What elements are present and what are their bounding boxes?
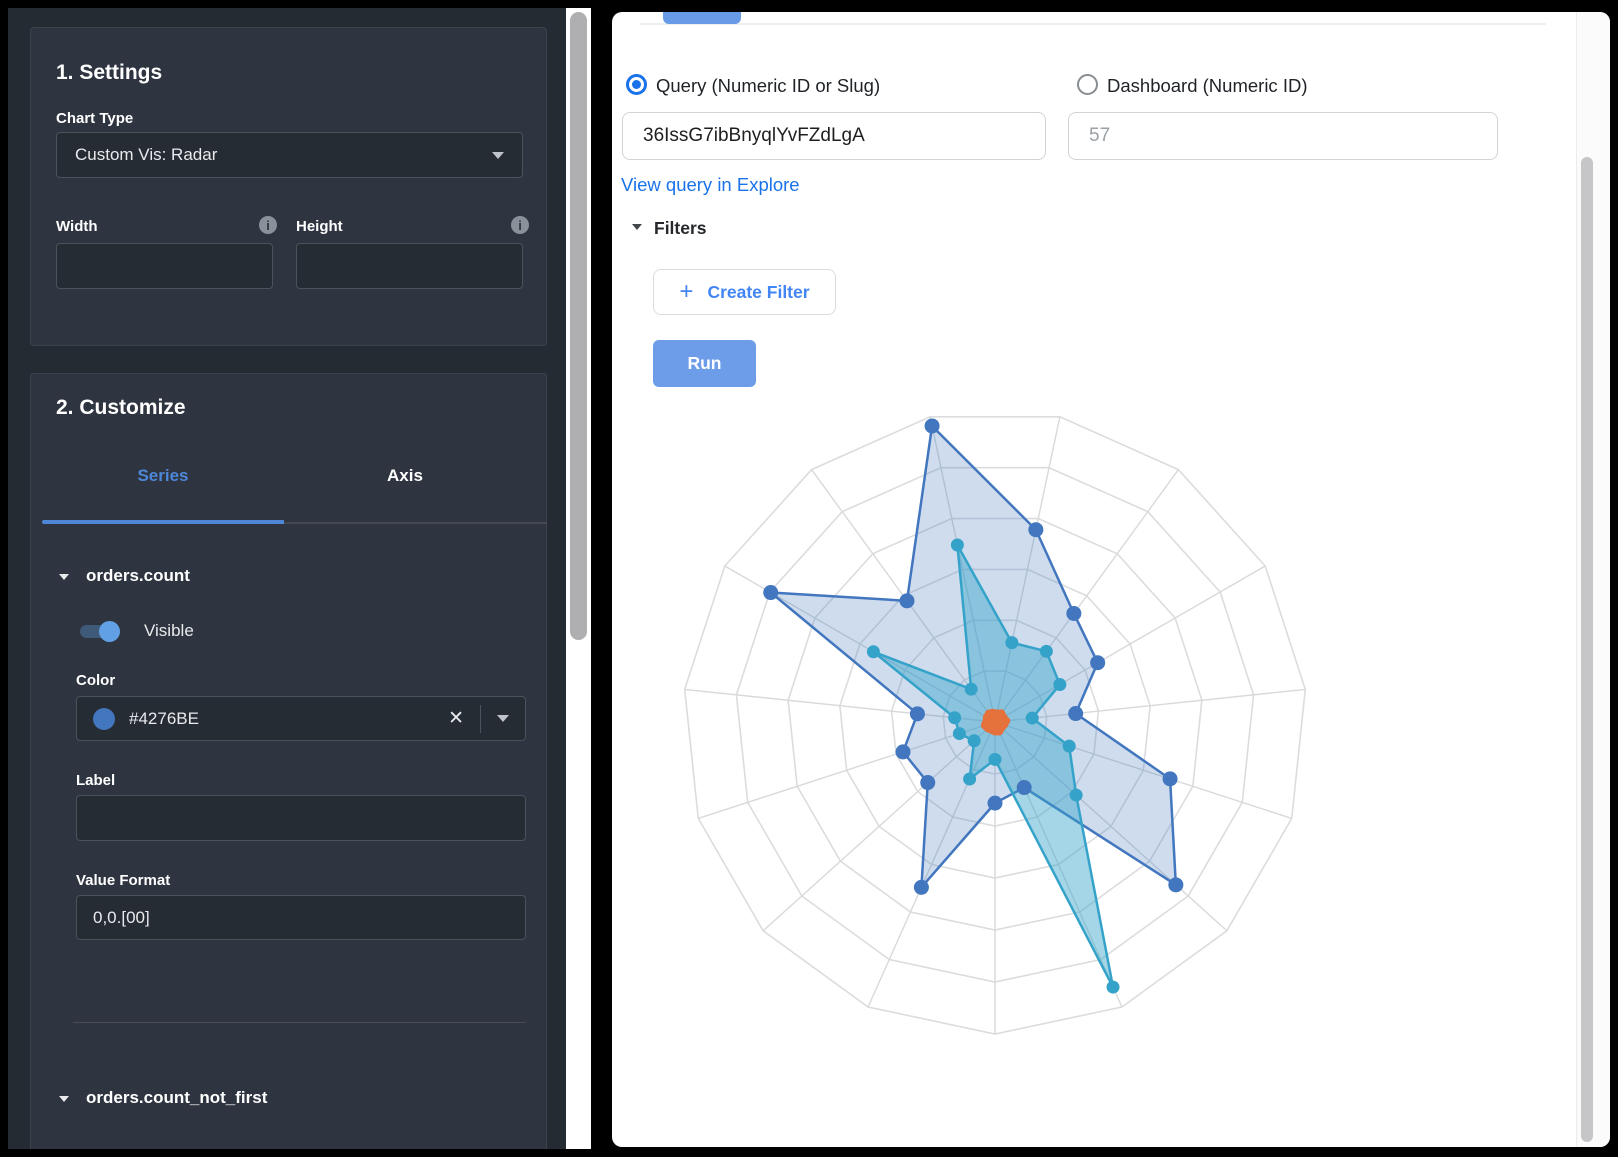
tab-axis[interactable]: Axis xyxy=(387,466,423,485)
radar-series-orders.count_not_first xyxy=(872,543,1115,989)
plus-icon: + xyxy=(679,278,694,305)
height-input[interactable] xyxy=(296,243,523,289)
chart-type-label: Chart Type xyxy=(56,110,134,127)
sidebar-scrollbar-thumb[interactable] xyxy=(570,12,587,640)
info-icon[interactable]: i xyxy=(511,216,529,234)
radar-point xyxy=(952,727,966,741)
series-section-title: orders.count_not_first xyxy=(86,1088,268,1107)
radar-point xyxy=(924,418,940,434)
radio-dot-icon xyxy=(632,80,641,89)
radar-point xyxy=(1066,605,1082,621)
radar-point xyxy=(950,538,964,552)
radar-point xyxy=(963,772,977,786)
visible-label: Visible xyxy=(144,621,194,640)
sidebar: 1. Settings Chart Type Custom Vis: Radar… xyxy=(8,8,566,1149)
radar-point xyxy=(1069,788,1083,802)
tab-underline-rest xyxy=(284,522,547,524)
color-value: #4276BE xyxy=(129,708,199,728)
label-input[interactable] xyxy=(76,795,526,841)
chart-type-select[interactable]: Custom Vis: Radar xyxy=(56,132,523,178)
radar-point xyxy=(895,744,911,760)
radar-point xyxy=(987,795,1003,811)
color-picker-field[interactable]: #4276BE ✕ xyxy=(76,696,526,741)
radar-point xyxy=(1168,877,1184,893)
radar-point xyxy=(967,734,981,748)
radar-point xyxy=(984,709,993,718)
run-button[interactable]: Run xyxy=(653,340,756,387)
tab-series[interactable]: Series xyxy=(137,466,189,485)
width-input[interactable] xyxy=(56,243,273,289)
radar-point xyxy=(988,752,1002,766)
clear-color-icon[interactable]: ✕ xyxy=(448,708,464,729)
filters-caret-icon[interactable] xyxy=(632,224,642,230)
radar-point xyxy=(1053,678,1067,692)
visible-toggle-knob[interactable] xyxy=(99,621,120,642)
chart-type-value: Custom Vis: Radar xyxy=(75,145,218,164)
chevron-down-icon[interactable] xyxy=(497,715,509,722)
radar-point xyxy=(1016,780,1032,796)
create-filter-label: Create Filter xyxy=(707,281,810,302)
tab-bar-divider xyxy=(640,23,1546,25)
series-section-title: orders.count xyxy=(86,566,190,585)
view-query-explore-link[interactable]: View query in Explore xyxy=(621,174,800,195)
customize-card: 2. Customize Series Axis orders.count Vi… xyxy=(30,373,547,1149)
section-divider xyxy=(73,1022,526,1023)
radar-point xyxy=(1062,739,1076,753)
field-divider xyxy=(480,704,481,733)
height-label: Height xyxy=(296,218,343,235)
width-label: Width xyxy=(56,218,98,235)
radar-point xyxy=(1162,771,1178,787)
label-label: Label xyxy=(76,772,116,789)
query-radio-label: Query (Numeric ID or Slug) xyxy=(656,75,881,96)
radar-point xyxy=(920,775,936,791)
radar-point xyxy=(763,585,779,601)
radar-series-orders.count xyxy=(769,424,1178,889)
radar-point xyxy=(866,645,880,659)
radar-point xyxy=(1068,706,1084,722)
info-icon[interactable]: i xyxy=(259,216,277,234)
active-tab-indicator[interactable] xyxy=(663,12,741,24)
chevron-down-icon xyxy=(492,151,504,159)
main-panel: Query (Numeric ID or Slug) Dashboard (Nu… xyxy=(612,12,1610,1147)
active-tab-underline xyxy=(42,520,284,524)
radar-point xyxy=(1025,711,1039,725)
main-scrollbar-thumb[interactable] xyxy=(1581,157,1593,1142)
create-filter-button[interactable]: + Create Filter xyxy=(653,269,836,315)
radar-point xyxy=(1028,522,1044,538)
settings-card: 1. Settings Chart Type Custom Vis: Radar… xyxy=(30,27,547,346)
radar-point xyxy=(913,879,929,895)
collapse-caret-icon[interactable] xyxy=(59,574,69,580)
filters-label: Filters xyxy=(654,218,707,238)
radar-point xyxy=(899,593,915,609)
dashboard-radio-label: Dashboard (Numeric ID) xyxy=(1107,75,1308,96)
settings-title: 1. Settings xyxy=(56,61,163,84)
radar-point xyxy=(1090,655,1106,671)
radar-point xyxy=(948,711,962,725)
dashboard-radio[interactable] xyxy=(1077,74,1098,95)
color-label: Color xyxy=(76,672,116,689)
value-format-input[interactable] xyxy=(76,895,526,940)
collapse-caret-icon[interactable] xyxy=(59,1096,69,1102)
radar-chart xyxy=(683,416,1307,1035)
customize-title: 2. Customize xyxy=(56,396,186,419)
radar-point xyxy=(1039,644,1053,658)
radar-point xyxy=(909,706,925,722)
radar-point xyxy=(1106,980,1120,994)
radar-point xyxy=(964,682,978,696)
radar-point xyxy=(1005,636,1019,650)
query-id-input[interactable] xyxy=(622,112,1046,160)
query-radio[interactable] xyxy=(626,74,647,95)
color-swatch-icon xyxy=(93,707,115,730)
value-format-label: Value Format xyxy=(76,872,171,889)
dashboard-id-input[interactable] xyxy=(1068,112,1498,160)
